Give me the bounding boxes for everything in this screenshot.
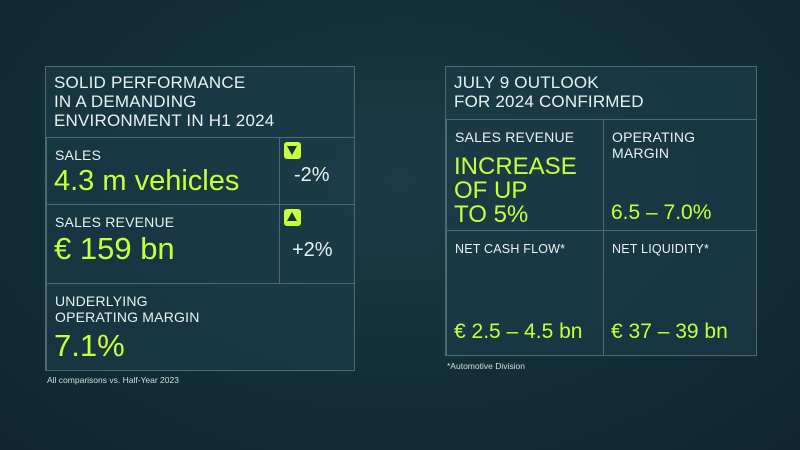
net-liquidity-label: NET LIQUIDITY* xyxy=(612,242,710,256)
performance-title-line-3: ENVIRONMENT IN H1 2024 xyxy=(54,111,275,130)
margin-label: UNDERLYING OPERATING MARGIN xyxy=(55,293,200,325)
down-triangle-icon xyxy=(284,142,301,159)
sales-revenue-change: +2% xyxy=(292,239,333,261)
margin-value: 7.1% xyxy=(54,328,125,363)
operating-margin-label-line-2: MARGIN xyxy=(612,145,670,161)
net-cash-flow-cell: NET CASH FLOW* € 2.5 – 4.5 bn xyxy=(446,230,604,356)
performance-title-line-1: SOLID PERFORMANCE xyxy=(54,73,246,92)
outlook-title-line-1: JULY 9 OUTLOOK xyxy=(454,73,599,92)
margin-label-line-2: OPERATING MARGIN xyxy=(55,309,200,325)
comparison-footnote: All comparisons vs. Half-Year 2023 xyxy=(47,375,179,385)
net-liquidity-value: € 37 – 39 bn xyxy=(611,320,728,343)
outlook-operating-margin-value: 6.5 – 7.0% xyxy=(611,201,712,224)
sales-revenue-cell: SALES REVENUE € 159 bn xyxy=(46,204,280,284)
outlook-operating-margin-label: OPERATING MARGIN xyxy=(612,129,695,161)
outlook-sales-revenue-cell: SALES REVENUE INCREASE OF UP TO 5% xyxy=(446,119,604,231)
outlook-operating-margin-cell: OPERATING MARGIN 6.5 – 7.0% xyxy=(603,119,757,231)
outlook-sales-revenue-label: SALES REVENUE xyxy=(455,129,575,145)
outlook-sales-revenue-line-1: INCREASE xyxy=(454,153,577,180)
outlook-title: JULY 9 OUTLOOK FOR 2024 CONFIRMED xyxy=(454,73,644,111)
margin-label-line-1: UNDERLYING xyxy=(55,293,148,309)
net-cash-flow-value: € 2.5 – 4.5 bn xyxy=(454,320,583,343)
sales-revenue-value: € 159 bn xyxy=(54,231,175,266)
sales-cell: SALES 4.3 m vehicles xyxy=(46,137,280,205)
performance-panel: SOLID PERFORMANCE IN A DEMANDING ENVIRON… xyxy=(45,66,355,371)
performance-title: SOLID PERFORMANCE IN A DEMANDING ENVIRON… xyxy=(54,73,274,130)
outlook-title-line-2: FOR 2024 CONFIRMED xyxy=(454,92,644,111)
sales-label: SALES xyxy=(55,147,102,163)
outlook-sales-revenue-value: INCREASE OF UP TO 5% xyxy=(454,155,577,227)
operating-margin-label-line-1: OPERATING xyxy=(612,129,696,145)
outlook-sales-revenue-line-2: OF UP xyxy=(454,177,528,204)
outlook-sales-revenue-line-3: TO 5% xyxy=(454,201,529,228)
sales-change: -2% xyxy=(294,164,330,186)
sales-revenue-change-cell: +2% xyxy=(279,204,355,284)
margin-cell: UNDERLYING OPERATING MARGIN 7.1% xyxy=(46,283,355,371)
outlook-panel: JULY 9 OUTLOOK FOR 2024 CONFIRMED SALES … xyxy=(445,66,757,356)
net-cash-flow-label: NET CASH FLOW* xyxy=(455,242,566,256)
up-triangle-icon xyxy=(284,209,301,226)
automotive-footnote: *Automotive Division xyxy=(447,361,525,371)
performance-title-line-2: IN A DEMANDING xyxy=(54,92,197,111)
sales-change-cell: -2% xyxy=(279,137,355,205)
sales-value: 4.3 m vehicles xyxy=(54,165,240,197)
net-liquidity-cell: NET LIQUIDITY* € 37 – 39 bn xyxy=(603,230,757,356)
sales-revenue-label: SALES REVENUE xyxy=(55,214,175,230)
